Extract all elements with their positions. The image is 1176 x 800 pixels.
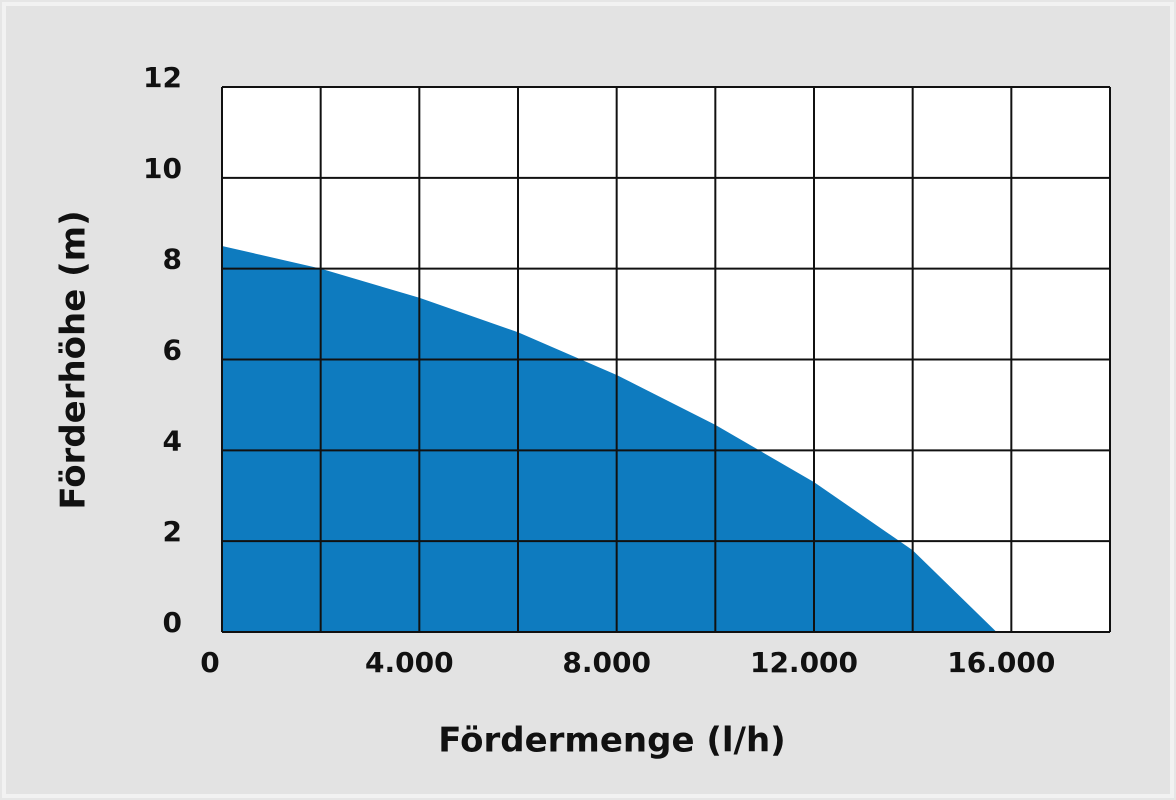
y-tick-label: 12 [143, 61, 182, 94]
x-tick-label: 8.000 [562, 646, 651, 679]
y-tick-label: 10 [143, 152, 182, 185]
x-tick-label: 4.000 [365, 646, 454, 679]
x-tick-label: 12.000 [750, 646, 858, 679]
y-tick-label: 0 [163, 606, 182, 639]
y-tick-label: 2 [163, 515, 182, 548]
y-tick-label: 6 [163, 334, 182, 367]
y-axis-title: Förderhöhe (m) [54, 210, 94, 509]
y-tick-label: 8 [163, 243, 182, 276]
x-tick-label: 16.000 [947, 646, 1055, 679]
y-tick-label: 4 [163, 424, 182, 457]
x-tick-label: 0 [200, 646, 219, 679]
area [222, 245, 997, 633]
x-axis-title: Fördermenge (l/h) [438, 721, 785, 761]
